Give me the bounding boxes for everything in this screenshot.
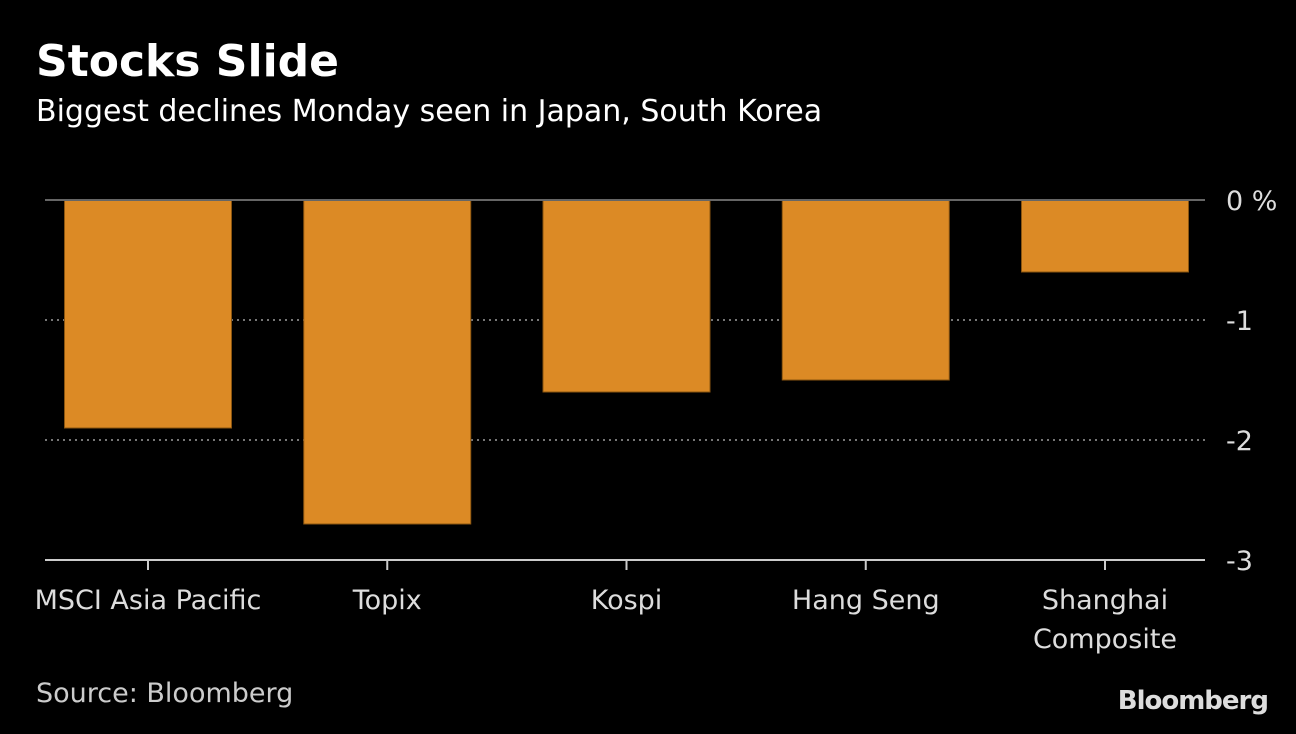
x-tick-label: Hang Seng [792, 585, 940, 616]
bar [303, 199, 472, 525]
x-tick-label: MSCI Asia Pacific [35, 585, 262, 616]
chart-subtitle: Biggest declines Monday seen in Japan, S… [36, 94, 823, 129]
chart-title: Stocks Slide [36, 36, 339, 87]
bar [64, 199, 232, 429]
x-tick-label: Shanghai [1042, 585, 1168, 616]
y-tick-label: 0 % [1226, 186, 1277, 217]
bar [781, 199, 950, 381]
y-tick-label: -2 [1226, 426, 1253, 457]
y-tick-label: -1 [1226, 306, 1253, 337]
x-tick-label: Composite [1033, 624, 1177, 655]
bloomberg-logo: Bloomberg [1117, 686, 1269, 716]
x-tick-label: Topix [352, 585, 422, 616]
y-tick-label: -3 [1226, 546, 1253, 577]
x-tick-label: Kospi [591, 585, 663, 616]
bar [1021, 199, 1189, 273]
bar [542, 199, 711, 393]
source-note: Source: Bloomberg [36, 678, 294, 709]
